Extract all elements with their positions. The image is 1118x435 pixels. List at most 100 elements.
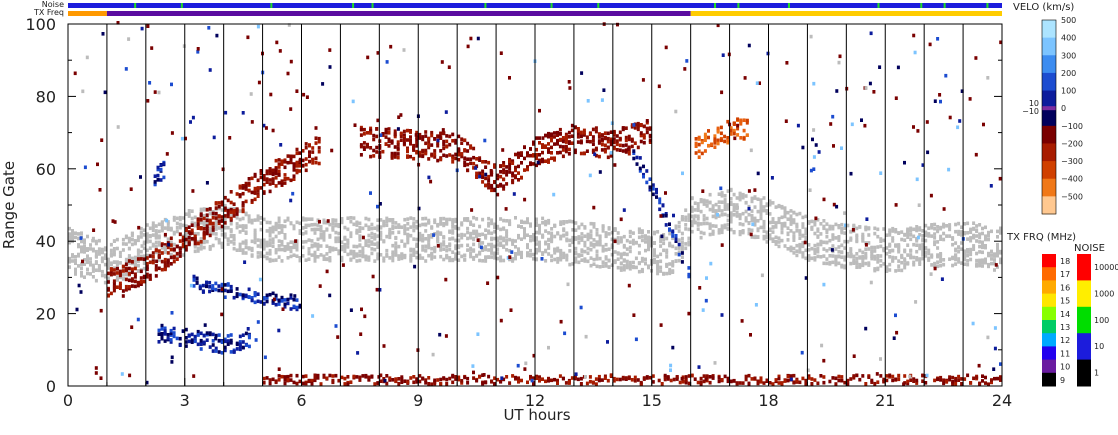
- echo-cell: [151, 260, 155, 265]
- echo-cell: [415, 144, 419, 148]
- echo-cell: [80, 262, 83, 266]
- echo-cell: [822, 380, 826, 385]
- echo-cell: [589, 235, 593, 240]
- echo-cell: [553, 131, 556, 135]
- echo-cell: [100, 269, 104, 274]
- data-layer: [68, 21, 1003, 386]
- echo-cell: [472, 215, 476, 220]
- echo-cell: [475, 231, 479, 236]
- echo-cell: [810, 382, 814, 386]
- echo-cell: [403, 379, 407, 383]
- echo-cell: [538, 108, 541, 113]
- noise-mark-11: [877, 3, 880, 8]
- velocity-swatch-5: [1042, 108, 1056, 127]
- echo-cell: [457, 238, 461, 243]
- echo-cell: [244, 343, 248, 347]
- echo-cell: [750, 235, 754, 239]
- echo-cell: [984, 257, 987, 262]
- echo-cell: [939, 375, 943, 380]
- echo-cell: [328, 256, 332, 260]
- echo-cell: [433, 381, 437, 386]
- echo-cell: [783, 207, 787, 212]
- echo-cell: [645, 120, 649, 125]
- echo-cell: [196, 47, 200, 51]
- echo-cell: [870, 246, 874, 250]
- echo-cell: [589, 247, 593, 252]
- echo-cell: [211, 349, 215, 353]
- echo-cell: [558, 132, 562, 136]
- echo-cell: [259, 169, 263, 173]
- echo-cell: [547, 345, 550, 350]
- echo-cell: [244, 251, 248, 255]
- echo-cell: [232, 349, 236, 354]
- echo-cell: [837, 374, 841, 379]
- echo-cell: [812, 155, 816, 159]
- echo-cell: [145, 275, 149, 279]
- echo-cell: [550, 134, 553, 139]
- echo-cell: [235, 207, 239, 211]
- echo-cell: [762, 225, 766, 229]
- echo-cell: [403, 253, 407, 258]
- echo-cell: [415, 130, 419, 135]
- txfreq-swatch-0: [1042, 254, 1056, 268]
- echo-cell: [852, 374, 856, 378]
- noise-label-1: 1000: [1094, 289, 1114, 298]
- echo-cell: [274, 170, 278, 175]
- echo-cell: [912, 33, 916, 38]
- echo-cell: [658, 207, 662, 212]
- echo-cell: [277, 247, 281, 252]
- echo-cell: [697, 149, 701, 154]
- echo-cell: [190, 221, 194, 225]
- echo-cell: [387, 144, 391, 148]
- echo-cell: [451, 139, 455, 143]
- echo-cell: [412, 143, 416, 148]
- echo-cell: [265, 240, 269, 245]
- echo-cell: [220, 228, 224, 233]
- echo-cell: [229, 341, 233, 345]
- echo-cell: [741, 195, 745, 200]
- echo-cell: [391, 378, 395, 382]
- echo-cell: [142, 233, 146, 237]
- echo-cell: [112, 239, 116, 243]
- echo-cell: [938, 93, 942, 97]
- echo-cell: [328, 249, 332, 254]
- echo-cell: [993, 326, 997, 330]
- echo-cell: [684, 242, 688, 246]
- echo-cell: [415, 250, 419, 255]
- echo-cell: [876, 234, 880, 239]
- echo-cell: [586, 251, 590, 255]
- echo-cell: [861, 235, 865, 239]
- txfreq-segment-2: [690, 11, 1002, 16]
- echo-cell: [930, 226, 934, 230]
- echo-cell: [604, 264, 608, 268]
- echo-cell: [634, 240, 638, 245]
- echo-cell: [322, 257, 326, 261]
- ground-label-1: −10: [1022, 107, 1039, 116]
- echo-cell: [840, 378, 844, 383]
- echo-cell: [235, 248, 239, 252]
- echo-cell: [665, 271, 669, 276]
- echo-cell: [885, 267, 889, 271]
- echo-cell: [181, 242, 185, 246]
- echo-cell: [671, 260, 675, 264]
- echo-cell: [211, 225, 215, 230]
- echo-cell: [208, 285, 212, 289]
- echo-cell: [241, 293, 245, 297]
- echo-cell: [618, 148, 622, 152]
- echo-cell: [487, 174, 491, 179]
- echo-cell: [698, 286, 702, 290]
- echo-cell: [801, 376, 805, 381]
- echo-cell: [589, 256, 593, 260]
- echo-cell: [668, 222, 671, 226]
- echo-cell: [601, 248, 605, 252]
- echo-cell: [313, 254, 317, 259]
- echo-cell: [535, 242, 538, 246]
- echo-cell: [653, 248, 656, 252]
- echo-cell: [370, 375, 374, 379]
- echo-cell: [625, 263, 629, 267]
- echo-cell: [860, 118, 863, 122]
- echo-cell: [472, 248, 476, 252]
- echo-cell: [169, 228, 173, 232]
- echo-cell: [741, 211, 745, 216]
- echo-cell: [710, 142, 714, 147]
